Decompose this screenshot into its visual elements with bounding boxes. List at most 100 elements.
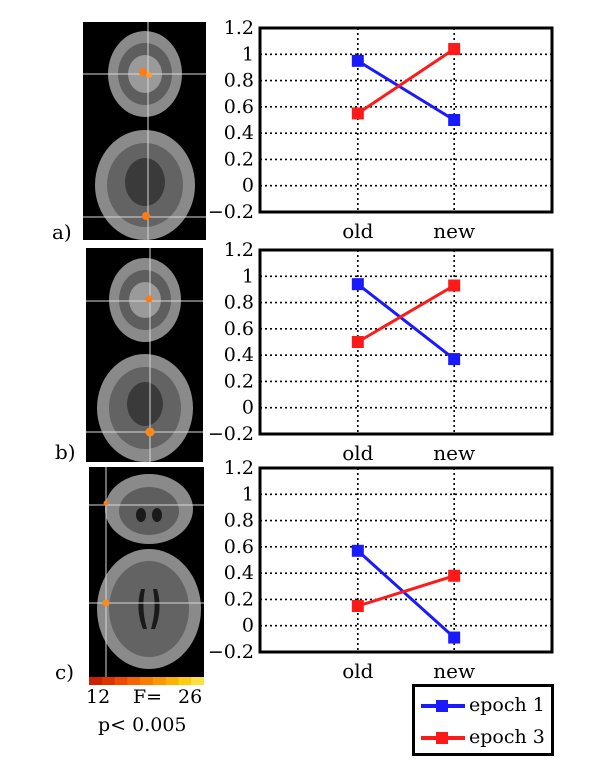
ventricle-axial-right-c [151,589,160,629]
y-tick-label: 1.2 [224,17,254,39]
activation-blob-b1 [145,295,153,303]
y-tick-label: 1 [242,43,254,65]
colorbar-segment [101,677,116,685]
colorbar-segment [152,677,167,685]
series-line-epoch1 [356,549,456,639]
y-tick-label: 0 [242,615,254,637]
plot-frame-c [258,466,554,654]
y-tick-label: 1.2 [224,457,254,479]
plot-frame-b [258,248,554,436]
brain-slices-c [89,467,204,677]
colorbar-segment [127,677,141,685]
y-tick-label: −0.2 [208,423,254,445]
brain-slices-a [83,22,206,240]
y-tick-label: 0.8 [224,510,254,532]
x-tick-label: new [433,219,475,243]
plot-area-a [260,28,552,212]
colorbar-segment [89,677,103,685]
series-line-epoch3 [357,284,455,344]
plot-area-c [260,468,552,652]
colorbar-segment [191,677,204,685]
data-point-epoch3 [351,336,364,348]
y-tick-label: 0.4 [224,344,254,366]
colorbar-mid-label: F= [133,686,163,708]
y-tick-label: 0.8 [224,292,254,314]
ventricle-right-c [152,508,162,522]
data-point-epoch3 [351,600,364,612]
panel-label-b: b) [55,440,76,464]
y-tick-label: 1 [242,265,254,287]
data-point-epoch1 [351,544,364,557]
brain-image-b [86,248,203,462]
y-tick-label: 0.2 [224,148,254,170]
plot-frame-a [258,26,554,214]
x-tick-label: old [342,219,373,243]
series-line-epoch3 [357,574,455,608]
legend-label-epoch3: epoch 3 [469,726,545,748]
data-point-epoch1 [448,114,461,126]
series-line-epoch1 [356,282,456,361]
colorbar-pvalue-label: p< 0.005 [98,714,187,736]
activation-blob-b2 [145,427,155,437]
y-tick-label: 0.2 [224,370,254,392]
data-point-epoch1 [448,631,461,644]
y-tick-label: 0.6 [224,96,254,118]
data-point-epoch1 [448,353,461,366]
data-point-epoch1 [351,278,364,291]
colorbar-min-label: 12 [86,686,111,708]
ventricle-axial-left-c [138,589,147,629]
colorbar [89,677,204,685]
brain-image-a [83,22,206,240]
y-tick-label: −0.2 [208,641,254,663]
x-tick-label: new [433,659,475,683]
plot-area-b [260,250,552,434]
y-tick-label: 1.2 [224,239,254,261]
x-tick-label: old [342,441,373,465]
data-point-epoch3 [448,279,461,292]
axial-slice-b-core [127,382,163,426]
data-point-epoch3 [448,43,461,56]
legend-marker-epoch3 [436,732,448,744]
data-point-epoch1 [351,54,364,67]
panel-label-c: c) [55,660,75,684]
series-line-epoch1 [357,59,455,122]
y-tick-label: 0.2 [224,588,254,610]
y-tick-label: 0.6 [224,536,254,558]
y-tick-label: 0 [242,175,254,197]
legend-item-epoch1: epoch 1 [421,691,551,721]
panel-label-a: a) [52,220,72,244]
axial-slice-c-inner [109,561,189,657]
y-tick-label: 0 [242,397,254,419]
legend-label-epoch1: epoch 1 [469,694,545,716]
colorbar-segment [165,677,179,685]
x-tick-label: old [342,659,373,683]
activation-blob-a1 [139,68,147,76]
coronal-slice-b-core [129,282,161,318]
data-point-epoch3 [351,107,364,120]
x-tick-label: new [433,441,475,465]
brain-image-c [89,467,204,677]
activation-blob-c1 [103,500,109,506]
colorbar-segment [178,677,192,685]
legend: epoch 1 epoch 3 [412,684,554,756]
colorbar-max-label: 26 [178,686,203,708]
colorbar-segment [114,677,128,685]
ventricle-left-c [136,508,146,522]
axial-slice-a-core [125,158,165,206]
colorbar-segment [140,677,154,685]
y-tick-label: 0.6 [224,318,254,340]
activation-blob-a2 [146,72,152,78]
coronal-slice-c-inner [119,487,179,535]
brain-slices-b [86,248,203,462]
legend-item-epoch3: epoch 3 [421,723,551,753]
y-tick-label: 0.4 [224,122,254,144]
series-line-epoch3 [356,47,456,115]
y-tick-label: 1 [242,483,254,505]
data-point-epoch3 [448,569,461,582]
activation-blob-c2 [102,599,110,607]
legend-marker-epoch1 [436,700,448,712]
activation-blob-a3 [142,212,150,220]
y-tick-label: 0.4 [224,562,254,584]
